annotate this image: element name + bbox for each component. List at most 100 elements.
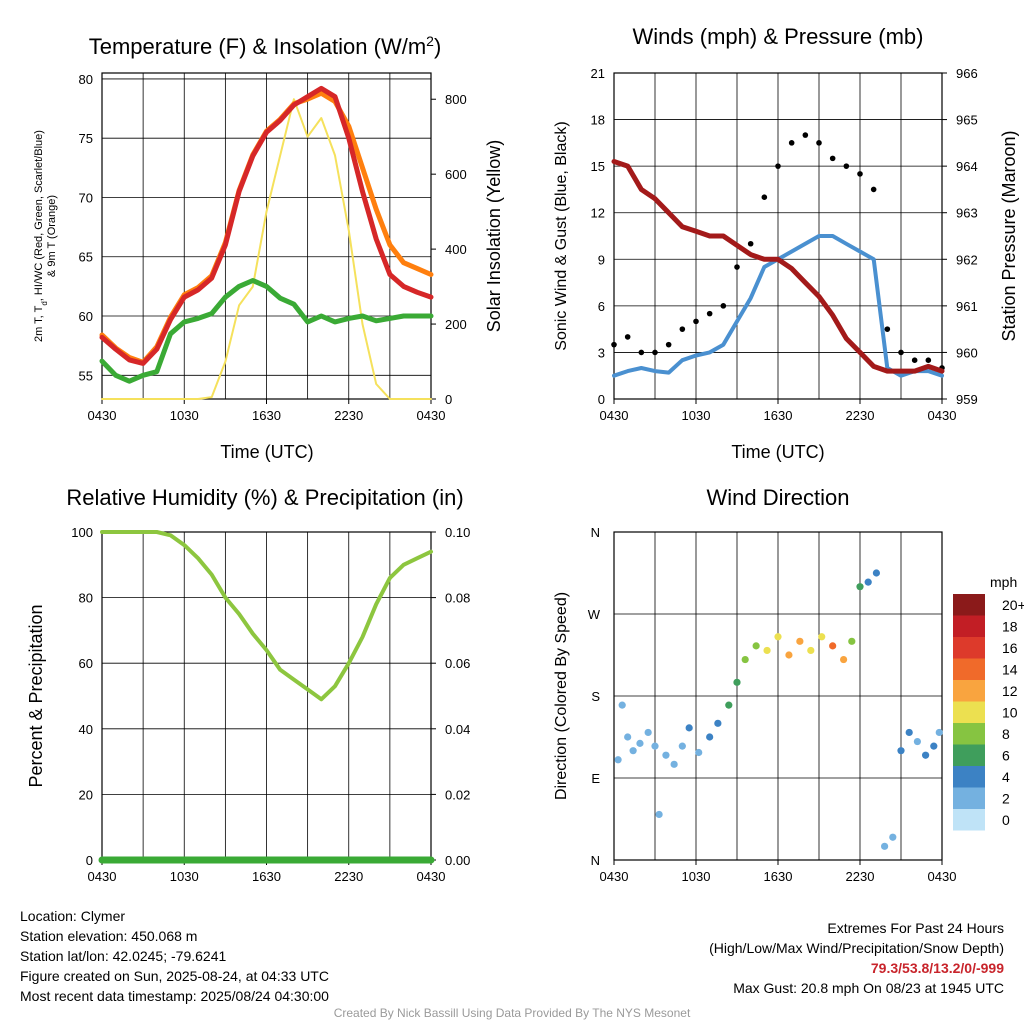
winds-xtick-label: 0430 [600,408,629,423]
winds-y2tick-label: 962 [956,252,978,267]
speed-legend: mph 20+ 18 16 14 12 10 8 6 4 2 0 [953,574,1024,831]
direction-point [651,742,659,750]
speed-legend-label: 16 [1002,640,1018,656]
direction-point [670,760,678,768]
direction-ytick-label: N [591,853,600,868]
direction-point [897,747,905,755]
credit-line: Created By Nick Bassill Using Data Provi… [333,1006,691,1020]
winds-xtick-label: 1030 [682,408,711,423]
temperature-ytick-label: 80 [79,72,93,87]
winds-xtick-label: 1630 [764,408,793,423]
winds-gust-point [925,357,932,363]
direction-ytick-label: S [591,689,600,704]
temperature-series-2 [99,278,434,384]
speed-legend-swatch [953,658,985,680]
winds-ytick-label: 12 [591,206,605,221]
temperature-xtick-label: 2230 [334,408,363,423]
direction-title: Wind Direction [706,485,849,510]
temperature-ytick-label: 65 [79,250,93,265]
humidity-ylabel-left: Percent & Precipitation [26,604,46,787]
direction-point [763,646,771,655]
temperature-xlabel: Time (UTC) [220,442,313,462]
temperature-ylabel-right: Solar Insolation (Yellow) [484,140,504,332]
temperature-ylabel-left: 2m T, Td, HI/WC (Red, Green, Scarlet/Blu… [33,130,49,342]
temperature-y2tick-label: 0 [445,392,452,407]
max-gust: Max Gust: 20.8 mph On 08/23 at 1945 UTC [733,980,1004,996]
humidity-y2tick-label: 0.06 [445,656,470,671]
speed-legend-label: 20+ [1002,597,1024,613]
winds-xtick-label: 0430 [928,408,957,423]
direction-ytick-label: N [591,525,600,540]
winds-gust-point [816,140,822,146]
winds-gust-point [611,341,617,348]
direction-point [706,733,714,741]
temperature-ytick-label: 70 [79,190,93,205]
winds-gust-point [802,132,809,138]
speed-legend-swatch [953,594,985,616]
temperature-ytick-label: 75 [79,131,93,146]
speed-legend-swatch [953,766,985,788]
direction-point [644,728,652,737]
direction-point [818,633,826,641]
station-info: Location: Clymer Station elevation: 450.… [20,906,329,1006]
winds-y2tick-label: 959 [956,392,978,407]
humidity-xtick-label: 1030 [170,869,199,884]
winds-xtick-label: 2230 [846,408,875,423]
winds-title: Winds (mph) & Pressure (mb) [633,24,924,49]
humidity-xtick-label: 1630 [252,869,281,884]
speed-legend-label: 2 [1002,790,1010,806]
direction-point [881,842,889,850]
winds-series-2 [611,159,945,374]
direction-point [922,751,930,759]
direction-point [725,701,733,709]
direction-point [905,728,913,737]
winds-gust-point [761,194,768,200]
direction-ytick-label: E [591,771,600,786]
winds-gust-point [870,186,877,193]
winds-xlabel: Time (UTC) [731,442,824,462]
direction-xtick-label: 1630 [764,869,793,884]
direction-point [872,569,881,577]
winds-gust-point [843,163,850,169]
winds-ylabel-right: Station Pressure (Maroon) [999,130,1019,341]
temperature-panel: Temperature (F) & Insolation (W/m2) 55 60… [33,33,504,462]
direction-point [856,583,864,591]
direction-point [624,733,632,741]
winds-ylabel-left: Sonic Wind & Gust (Blue, Black) [553,121,570,350]
direction-point [774,633,782,641]
direction-point [848,637,856,645]
direction-point [685,724,693,732]
temperature-title: Temperature (F) & Insolation (W/m2) [89,33,442,59]
direction-point [695,748,703,757]
direction-xtick-label: 0430 [600,869,629,884]
winds-gust-point [638,349,645,356]
station-elevation: Station elevation: 450.068 m [20,928,198,944]
winds-gust-point [624,334,631,340]
direction-point [741,655,749,664]
direction-xtick-label: 0430 [928,869,957,884]
humidity-xtick-label: 0430 [88,869,117,884]
winds-ytick-label: 3 [598,345,605,360]
winds-gust-point [747,240,754,247]
speed-legend-title: mph [990,574,1017,590]
winds-ytick-label: 6 [598,299,605,314]
winds-gust-point [720,303,727,309]
winds-ytick-label: 18 [591,113,605,128]
temperature-series-3 [101,98,432,400]
winds-gust-point [898,349,904,356]
speed-legend-label: 6 [1002,747,1010,763]
humidity-title: Relative Humidity (%) & Precipitation (i… [66,485,463,510]
humidity-ytick-label: 0 [86,853,93,868]
humidity-xtick-label: 2230 [334,869,363,884]
recent-timestamp: Most recent data timestamp: 2025/08/24 0… [20,988,329,1004]
direction-point [807,646,815,655]
temperature-xtick-label: 1030 [170,408,199,423]
temperature-ytick-label: 55 [79,368,93,383]
direction-point [864,578,872,586]
extremes-values: 79.3/53.8/13.2/0/-999 [870,960,1004,976]
direction-ylabel-left: Direction (Colored By Speed) [553,592,570,800]
winds-panel: Winds (mph) & Pressure (mb) 0 3 6 9 12 15 18 21… [553,24,1019,462]
